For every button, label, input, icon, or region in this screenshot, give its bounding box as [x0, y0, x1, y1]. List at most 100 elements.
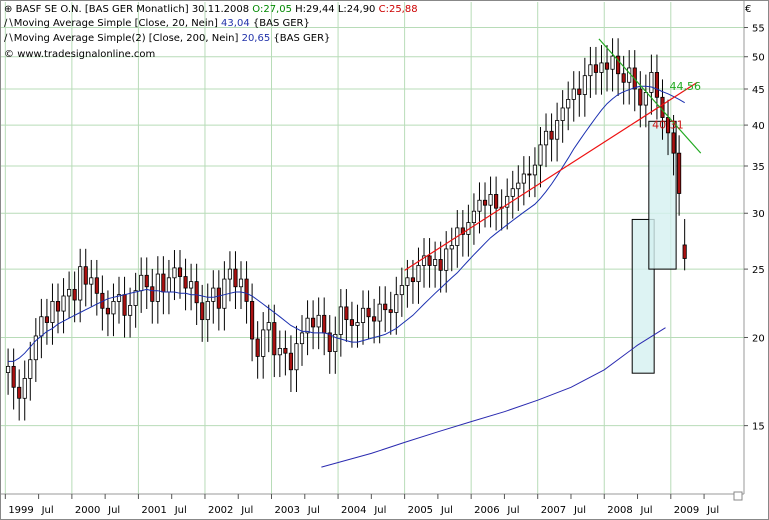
- candle-body: [649, 72, 654, 93]
- candle-body: [555, 120, 560, 140]
- x-tick-label: Jul: [506, 505, 519, 516]
- candle-body: [238, 278, 244, 288]
- copyright-icon: ©: [4, 49, 14, 60]
- candle-body: [604, 62, 610, 70]
- candle-body: [549, 130, 554, 140]
- candle-body: [122, 294, 127, 316]
- candle-body: [344, 306, 349, 321]
- ma20-label: Moving Average Simple [Close, 20, Nein]: [13, 18, 218, 29]
- candle-body: [11, 365, 16, 388]
- candle-body: [189, 281, 194, 289]
- x-tick-label: 2009: [674, 505, 699, 516]
- candle-body: [116, 294, 122, 302]
- open-value: O:27,05: [252, 4, 292, 15]
- y-tick-label: 50: [752, 53, 765, 64]
- candle-body: [410, 277, 415, 283]
- candle-body: [399, 285, 404, 296]
- candle-body: [372, 316, 377, 322]
- candle-body: [277, 347, 282, 356]
- candle-body: [338, 306, 343, 335]
- y-axis: 15 20 25 30 35 40 45 50 55: [744, 24, 765, 433]
- candle-body: [17, 386, 22, 399]
- candle-body: [22, 377, 27, 399]
- resize-handle[interactable]: [733, 491, 743, 501]
- candle-body: [388, 309, 393, 313]
- candle-body: [377, 303, 382, 322]
- candle-body: [621, 73, 626, 83]
- legend-ma20: ∕∖Moving Average Simple [Close, 20, Nein…: [4, 18, 310, 30]
- ma20-line: [8, 85, 685, 362]
- currency-label: €: [745, 4, 751, 15]
- candle-body: [205, 300, 210, 321]
- legend-ma200: ∕∖Moving Average Simple(2) [Close, 200, …: [4, 33, 330, 45]
- candle-body: [665, 117, 671, 134]
- candle-body: [471, 210, 476, 223]
- candle-body: [383, 303, 388, 311]
- candle-body: [638, 88, 643, 106]
- candle-body: [299, 332, 305, 345]
- candle-body: [44, 316, 49, 323]
- resistance-trendline: [598, 38, 702, 154]
- candle-body: [166, 277, 171, 293]
- candle-body: [311, 317, 316, 328]
- x-axis: 1999 Jul 2000 Jul 2001 Jul 2002 Jul 2003 Jul 2004 J…: [4, 494, 719, 516]
- candle-body: [566, 98, 571, 109]
- candles: [6, 38, 687, 421]
- legend-title: ⊕ BASF SE O.N. [BAS GER Monatlich] 30.11…: [4, 4, 418, 16]
- y-tick-label: 55: [752, 24, 765, 35]
- candle-body: [128, 305, 133, 316]
- candle-body: [333, 334, 338, 352]
- candle-body: [266, 322, 271, 331]
- candle-body: [577, 88, 582, 95]
- candle-body: [150, 286, 155, 302]
- x-tick-label: Jul: [706, 505, 719, 516]
- candle-body: [416, 265, 421, 283]
- candle-body: [194, 281, 199, 304]
- candle-body: [227, 268, 232, 280]
- candle-body: [72, 288, 77, 301]
- x-tick-label: Jul: [573, 505, 586, 516]
- x-tick-label: Jul: [440, 505, 453, 516]
- x-tick-label: 2005: [408, 505, 433, 516]
- candle-body: [360, 307, 366, 323]
- candle-body: [222, 278, 227, 309]
- candle-body: [349, 319, 354, 326]
- candle-body: [50, 300, 55, 323]
- close-value: C:25,88: [378, 4, 418, 15]
- candle-body: [305, 317, 310, 334]
- candle-body: [616, 55, 621, 75]
- candle-body: [233, 268, 238, 288]
- x-tick-label: Jul: [240, 505, 253, 516]
- candle-body: [643, 92, 648, 106]
- x-tick-label: Jul: [41, 505, 54, 516]
- x-tick-label: Jul: [107, 505, 120, 516]
- candle-body: [322, 314, 327, 334]
- candle-body: [83, 266, 88, 285]
- x-tick-label: 2003: [275, 505, 300, 516]
- candle-body: [139, 274, 144, 292]
- candle-body: [155, 273, 160, 302]
- tool-icon: ⊕: [4, 4, 13, 15]
- candle-body: [55, 300, 61, 312]
- candle-body: [183, 276, 188, 289]
- y-tick-label: 15: [752, 422, 765, 433]
- candle-body: [255, 338, 260, 357]
- candle-body: [660, 96, 665, 118]
- candle-body: [133, 290, 138, 306]
- candle-body: [366, 307, 371, 318]
- candle-body: [244, 278, 249, 302]
- candle-body: [111, 300, 116, 315]
- candle-body: [543, 130, 549, 146]
- candle-body: [28, 359, 33, 379]
- candle-body: [510, 188, 515, 197]
- candle-body: [172, 267, 177, 279]
- y-tick-label: 40: [752, 121, 765, 132]
- x-tick-label: Jul: [640, 505, 653, 516]
- ma200-value: 20,65: [241, 33, 271, 44]
- candle-body: [477, 199, 482, 212]
- candle-body: [94, 277, 99, 294]
- candle-body: [355, 322, 360, 326]
- candle-body: [560, 107, 565, 121]
- candle-body: [67, 288, 72, 297]
